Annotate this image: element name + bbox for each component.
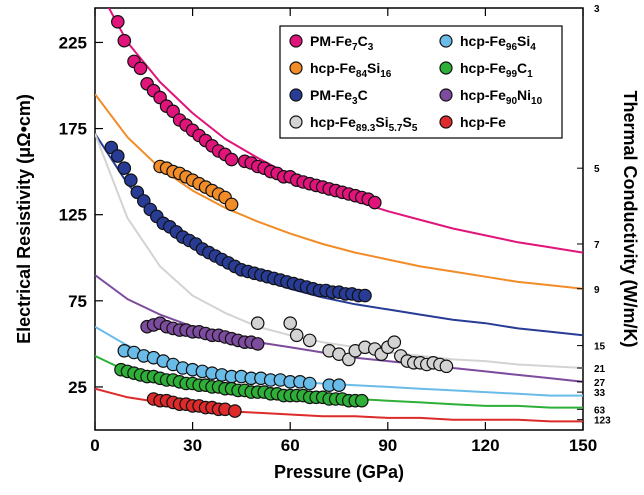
data-point-2 xyxy=(111,149,125,163)
y2-tick-label: 21 xyxy=(594,364,606,375)
legend: PM-Fe7C3 hcp-Fe84Si16 PM-Fe3C hcp-Fe89.3Si5… xyxy=(289,33,543,134)
y2-tick-label: 33 xyxy=(594,388,606,399)
x-tick-label: 30 xyxy=(183,436,202,455)
legend-marker xyxy=(289,88,303,102)
x-axis-ticks: 0 30 60 90 120 150 xyxy=(90,8,597,455)
data-points xyxy=(104,14,454,418)
data-point-2 xyxy=(124,173,138,187)
y2-axis-title: Thermal Conductivity (W/m/K) xyxy=(620,90,640,347)
legend-marker xyxy=(439,115,453,129)
y2-tick-label: 5 xyxy=(594,164,600,175)
x-tick-label: 150 xyxy=(569,436,597,455)
data-point-0 xyxy=(117,33,132,48)
data-point-2 xyxy=(117,161,132,175)
y-tick-label: 125 xyxy=(59,206,87,225)
y2-tick-label: 27 xyxy=(594,378,606,389)
y2-tick-label: 9 xyxy=(594,285,600,296)
y2-tick-label: 3 xyxy=(594,4,600,15)
y2-tick-label: 123 xyxy=(594,416,611,427)
legend-label: hcp-Fe96Si4 xyxy=(460,33,536,53)
data-point-0 xyxy=(367,195,382,210)
data-point-2 xyxy=(358,288,372,303)
x-tick-label: 120 xyxy=(471,436,499,455)
x-axis-title: Pressure (GPa) xyxy=(274,462,404,482)
data-point-0 xyxy=(133,61,148,76)
legend-marker xyxy=(289,115,303,129)
legend-label: hcp-Fe84Si16 xyxy=(310,60,392,80)
data-point-5 xyxy=(354,393,369,408)
y2-tick-label: 15 xyxy=(594,342,606,353)
legend-label: hcp-Fe xyxy=(460,114,506,130)
data-point-3 xyxy=(289,328,304,343)
legend-label: hcp-Fe99C1 xyxy=(460,60,533,80)
fit-curve-1 xyxy=(95,93,583,290)
data-point-3 xyxy=(283,316,297,330)
x-tick-label: 90 xyxy=(378,436,397,455)
data-point-3 xyxy=(439,359,454,374)
y2-tick-label: 7 xyxy=(594,240,600,251)
y-axis-title: Electrical Resistivity (μΩ•cm) xyxy=(14,94,34,344)
data-point-3 xyxy=(250,316,265,330)
legend-label: hcp-Fe90Ni10 xyxy=(460,87,543,107)
legend-box xyxy=(279,25,563,139)
data-point-7 xyxy=(228,404,242,418)
data-point-3 xyxy=(302,333,317,348)
legend-marker xyxy=(289,61,303,75)
data-point-0 xyxy=(224,152,239,167)
legend-marker xyxy=(439,34,453,48)
y-axis-ticks: 25 75 125 175 225 xyxy=(59,33,103,397)
data-point-1 xyxy=(224,197,239,212)
x-tick-label: 60 xyxy=(281,436,300,455)
fit-curve-3 xyxy=(95,133,583,369)
data-point-4 xyxy=(302,376,317,391)
legend-label: PM-Fe7C3 xyxy=(310,33,374,53)
x-tick-label: 0 xyxy=(90,436,99,455)
y-tick-label: 225 xyxy=(59,33,87,52)
data-point-4 xyxy=(332,378,346,392)
legend-label: PM-Fe3C xyxy=(310,87,368,107)
y-tick-label: 175 xyxy=(59,120,87,139)
legend-marker xyxy=(289,34,303,48)
legend-label: hcp-Fe89.3Si5.7S5 xyxy=(310,114,418,134)
legend-marker xyxy=(439,61,453,75)
legend-marker xyxy=(439,88,453,102)
y-tick-label: 75 xyxy=(68,292,87,311)
data-point-3 xyxy=(387,335,402,349)
data-point-6 xyxy=(250,337,265,351)
data-point-0 xyxy=(111,14,125,29)
y-tick-label: 25 xyxy=(68,378,87,397)
y2-tick-label: 63 xyxy=(594,405,606,416)
